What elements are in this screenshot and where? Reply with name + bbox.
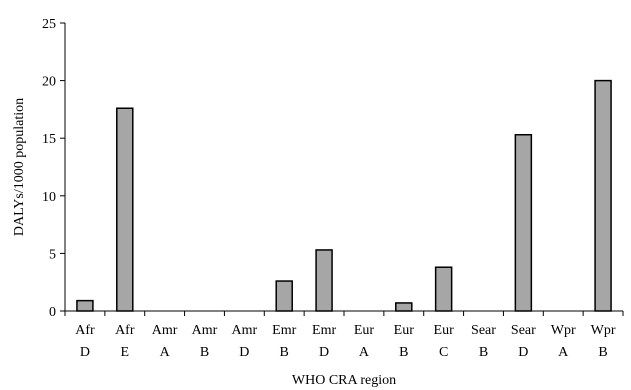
bar: [594, 79, 612, 312]
x-tick-label-line1: Amr: [152, 323, 178, 338]
y-axis-title: DALYs/1000 population: [12, 98, 27, 236]
x-tick-label-line2: A: [160, 345, 171, 360]
x-tick-label-line2: B: [399, 345, 408, 360]
x-tick-label-line2: D: [239, 345, 249, 360]
x-tick-label-line1: Emr: [312, 323, 336, 338]
x-tick-label-line2: B: [479, 345, 488, 360]
y-tick-label: 20: [42, 75, 56, 90]
x-tick-label-line1: Afr: [115, 323, 135, 338]
x-tick-label-line2: B: [280, 345, 289, 360]
x-tick-label-line1: Eur: [394, 323, 415, 338]
bar: [76, 299, 94, 312]
x-tick-label-line1: Wpr: [591, 323, 616, 338]
x-tick-label-line1: Sear: [471, 323, 496, 338]
bar: [116, 107, 134, 312]
x-tick-label-line1: Wpr: [551, 323, 576, 338]
bar: [275, 280, 293, 312]
x-tick-label-line1: Amr: [192, 323, 218, 338]
bars: [76, 79, 612, 312]
bar: [514, 133, 533, 312]
x-tick-label-line2: C: [439, 345, 448, 360]
x-tick-label-line2: B: [598, 345, 607, 360]
x-tick-label-line1: Amr: [232, 323, 258, 338]
x-tick-label-line2: A: [558, 345, 569, 360]
x-tick-label-line1: Eur: [434, 323, 455, 338]
x-tick-label-line1: Sear: [511, 323, 536, 338]
bar: [395, 302, 413, 312]
x-axis-ticks: Afr D Afr E Amr A Amr B Amr D Emr B Emr D Eur A Eur B Eur C…: [64, 311, 624, 360]
x-tick-label-line1: Eur: [354, 323, 375, 338]
x-tick-label-line2: B: [200, 345, 209, 360]
y-tick-label: 15: [42, 132, 56, 147]
y-tick-label: 25: [42, 17, 56, 32]
bar: [315, 249, 333, 312]
x-tick-label-line2: A: [359, 345, 370, 360]
y-tick-label: 5: [49, 247, 56, 262]
x-axis-title: WHO CRA region: [292, 373, 396, 388]
x-tick-label-line1: Afr: [75, 323, 95, 338]
y-axis-ticks: 0 5 10 15 20 25: [42, 17, 65, 320]
x-tick-label-line2: D: [319, 345, 329, 360]
x-tick-label-line2: D: [518, 345, 528, 360]
x-tick-label-line1: Emr: [272, 323, 296, 338]
y-tick-label: 0: [49, 305, 56, 320]
bar: [434, 266, 453, 312]
x-tick-label-line2: D: [80, 345, 90, 360]
y-tick-label: 10: [42, 190, 56, 205]
x-tick-label-line2: E: [121, 345, 130, 360]
